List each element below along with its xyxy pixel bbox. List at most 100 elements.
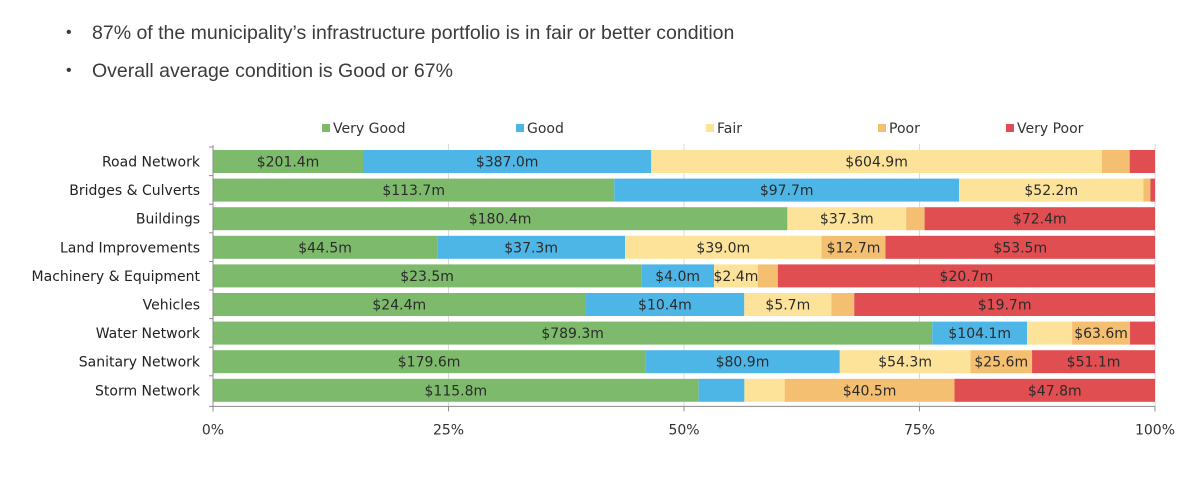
bar-segment-fair <box>625 235 822 259</box>
legend-item-good: Good <box>516 121 564 137</box>
data-label: $37.3m <box>820 212 874 228</box>
bar-segment-good <box>645 350 840 374</box>
bar-segment-fair <box>1027 321 1073 345</box>
bar-segment-poor <box>1072 321 1131 345</box>
bullet-item: • Overall average condition is Good or 67… <box>66 52 734 90</box>
bullet-list: • 87% of the municipality’s infrastructur… <box>66 14 734 90</box>
bar-segment-poor <box>1143 178 1151 202</box>
bar-segment-very-poor <box>954 378 1155 402</box>
bar-segment-poor <box>906 207 925 231</box>
legend-item-fair: Fair <box>706 121 742 137</box>
data-label: $104.1m <box>948 326 1011 342</box>
bar-segment-poor <box>821 235 886 259</box>
data-label: $39.0m <box>696 240 750 256</box>
chart-legend: Very Good Good Fair Poor Very Poor <box>322 121 1084 137</box>
bar-row-machinery-and-equipment: $23.5m $4.0m $2.4m $20.7m Machinery & Equipm… <box>32 264 1155 288</box>
bar-row-buildings: $180.4m $37.3m $72.4m Buildings <box>136 207 1155 231</box>
category-label: Storm Network <box>95 383 201 399</box>
data-label: $19.7m <box>978 298 1032 314</box>
x-tick-label: 25% <box>433 422 464 438</box>
x-tick-label: 50% <box>668 422 699 438</box>
data-label: $24.4m <box>372 298 426 314</box>
bar-segment-good <box>363 150 652 173</box>
bar-row-sanitary-network: $179.6m $80.9m $54.3m $25.6m $51.1m Sanitary … <box>79 350 1155 374</box>
data-label: $201.4m <box>257 155 320 171</box>
x-tick-label: 100% <box>1135 422 1175 438</box>
data-label: $44.5m <box>298 240 352 256</box>
chart-axes: 0% 25% 50% 75% 100% <box>202 145 1175 438</box>
category-label: Buildings <box>136 212 200 228</box>
bullet-icon: • <box>66 62 72 79</box>
data-label: $5.7m <box>765 298 810 314</box>
category-label: Bridges & Culverts <box>69 183 200 199</box>
data-label: $63.6m <box>1074 326 1128 342</box>
data-label: $47.8m <box>1028 383 1082 399</box>
legend-label: Good <box>527 121 564 137</box>
legend-swatch-fair <box>706 124 714 132</box>
bar-row-road-network: $201.4m $387.0m $604.9m Road Network <box>102 150 1155 173</box>
bar-row-storm-network: $115.8m $40.5m $47.8m Storm Network <box>95 378 1155 402</box>
legend-swatch-good <box>516 124 524 132</box>
bar-segment-fair <box>787 207 907 231</box>
bullet-icon: • <box>66 24 72 41</box>
category-label: Vehicles <box>143 298 200 314</box>
category-label: Road Network <box>102 155 201 171</box>
legend-label: Very Good <box>333 121 405 137</box>
chart-bars: $201.4m $387.0m $604.9m Road Network $113.7m… <box>32 150 1155 402</box>
data-label: $2.4m <box>714 269 759 285</box>
bar-row-bridges-and-culverts: $113.7m $97.7m $52.2m Bridges & Culverts <box>69 178 1155 202</box>
bar-segment-good <box>698 378 745 402</box>
data-label: $12.7m <box>827 240 881 256</box>
data-label: $179.6m <box>398 355 461 371</box>
bar-segment-fair <box>959 178 1144 202</box>
bar-segment-very-poor <box>1150 178 1155 202</box>
bar-segment-fair <box>651 150 1102 173</box>
x-tick-label: 75% <box>904 422 935 438</box>
bar-segment-poor <box>784 378 955 402</box>
bar-segment-very-good <box>213 264 642 288</box>
data-label: $4.0m <box>655 269 700 285</box>
legend-label: Very Poor <box>1017 121 1084 137</box>
bar-row-water-network: $789.3m $104.1m $63.6m Water Network <box>96 321 1155 345</box>
data-label: $113.7m <box>382 183 445 199</box>
bar-segment-fair <box>714 264 758 288</box>
bullet-item: • 87% of the municipality’s infrastructur… <box>66 14 734 52</box>
bar-segment-fair <box>839 350 971 374</box>
stacked-bar-chart: Very Good Good Fair Poor Very Poor $201.4m $3… <box>32 121 1175 438</box>
bar-segment-very-poor <box>924 207 1155 231</box>
data-label: $40.5m <box>843 383 897 399</box>
category-label: Machinery & Equipment <box>32 269 201 285</box>
bar-segment-very-poor <box>777 264 1155 288</box>
bar-row-vehicles: $24.4m $10.4m $5.7m $19.7m Vehicles <box>143 293 1155 316</box>
bar-segment-good <box>641 264 715 288</box>
data-label: $10.4m <box>638 298 692 314</box>
bar-segment-very-good <box>213 150 364 173</box>
bar-segment-very-good <box>213 321 933 345</box>
bar-segment-good <box>585 293 745 316</box>
bar-segment-good <box>437 235 626 259</box>
bar-segment-very-good <box>213 350 646 374</box>
data-label: $53.5m <box>993 240 1047 256</box>
legend-item-very-good: Very Good <box>322 121 405 137</box>
bar-segment-very-good <box>213 378 699 402</box>
data-label: $23.5m <box>400 269 454 285</box>
data-label: $20.7m <box>940 269 994 285</box>
bar-segment-good <box>932 321 1028 345</box>
bar-segment-poor <box>831 293 855 316</box>
data-label: $387.0m <box>476 155 539 171</box>
bar-segment-very-poor <box>1129 150 1155 173</box>
data-label: $72.4m <box>1013 212 1067 228</box>
legend-swatch-very-poor <box>1006 124 1014 132</box>
category-label: Sanitary Network <box>79 355 201 371</box>
legend-item-poor: Poor <box>878 121 920 137</box>
bar-segment-very-poor <box>885 235 1155 259</box>
data-label: $37.3m <box>504 240 558 256</box>
category-label: Land Improvements <box>60 240 200 256</box>
bullet-text: 87% of the municipality’s infrastructure… <box>92 22 735 44</box>
bar-segment-very-good <box>213 293 586 316</box>
data-label: $115.8m <box>425 383 488 399</box>
data-label: $604.9m <box>845 155 908 171</box>
bar-segment-very-poor <box>854 293 1155 316</box>
bar-segment-poor <box>970 350 1033 374</box>
legend-label: Poor <box>889 121 920 137</box>
